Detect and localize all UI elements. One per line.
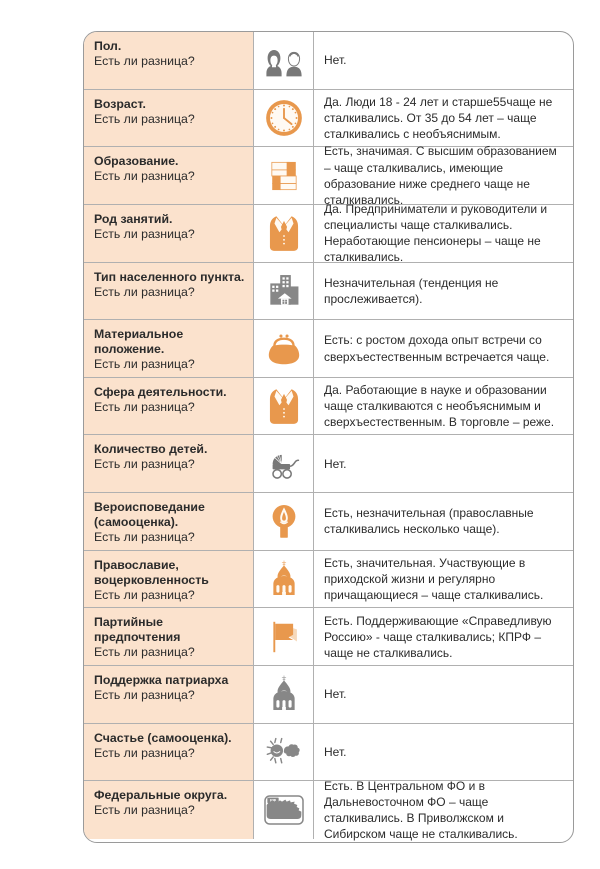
svg-text:РФ: РФ [269, 798, 276, 803]
